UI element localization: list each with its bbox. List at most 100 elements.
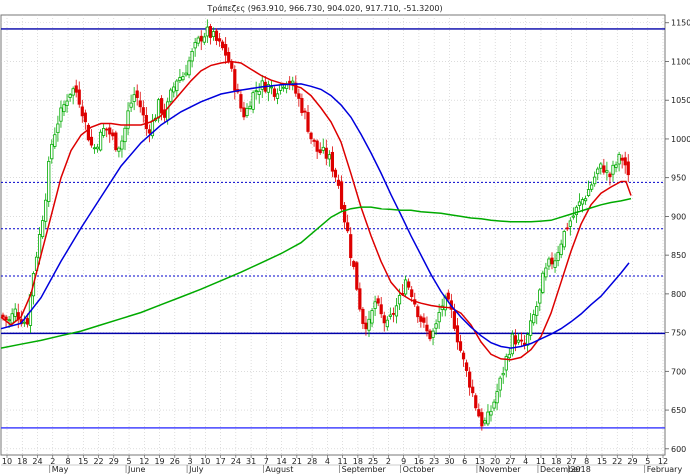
x-tick-label: 11 [536, 457, 546, 466]
candle-up [123, 127, 127, 143]
candle-up [260, 80, 264, 90]
x-month-label: May [52, 465, 69, 474]
x-tick-label: 23 [429, 457, 439, 466]
candle-down [318, 149, 322, 154]
y-tick-label: 1050 [671, 96, 690, 105]
candle-down [379, 304, 383, 315]
candle-up [596, 168, 600, 175]
candle-down [623, 157, 627, 166]
candle-down [86, 124, 90, 141]
y-tick-label: 700 [671, 367, 686, 376]
x-month-label: February [647, 465, 683, 474]
candle-up [583, 198, 588, 202]
x-tick-label: 31 [246, 457, 256, 466]
candle-up [266, 84, 270, 93]
x-tick-label: 5 [126, 457, 131, 466]
x-tick-label: 27 [505, 457, 515, 466]
candle-up [156, 99, 161, 119]
candle-up [13, 308, 17, 317]
x-tick-label: 8 [65, 457, 70, 466]
candle-up [614, 164, 618, 168]
candle-down [220, 41, 225, 49]
candle-up [166, 101, 170, 121]
candle-down [306, 112, 310, 132]
candle-down [208, 26, 212, 38]
x-month-label: July [188, 465, 204, 474]
candle-up [291, 80, 295, 84]
candle-down [349, 234, 353, 259]
candle-up [571, 215, 575, 218]
candle-up [394, 305, 399, 317]
x-tick-label: 8 [584, 457, 589, 466]
candle-down [1, 314, 5, 318]
moving-average-1 [0, 60, 632, 361]
candle-down [315, 140, 319, 152]
candle-down [608, 173, 612, 178]
x-month-label: September [342, 465, 387, 474]
candle-up [44, 199, 48, 222]
y-tick-label: 800 [671, 290, 686, 299]
candle-up [590, 184, 594, 190]
x-tick-label: 7 [264, 457, 269, 466]
candle-up [196, 37, 200, 44]
candle-up [541, 272, 545, 293]
candle-up [431, 330, 435, 338]
x-tick-label: 10 [200, 457, 210, 466]
candle-up [205, 26, 209, 37]
moving-average-3 [0, 197, 632, 349]
candle-up [593, 176, 597, 185]
candle-down [230, 62, 234, 69]
candle-down [141, 107, 145, 116]
candle-down [416, 306, 420, 318]
candle-down [227, 51, 231, 62]
candle-up [489, 410, 493, 416]
chart-title: Τράπεζες (963.910, 966.730, 904.020, 917… [206, 4, 442, 13]
candle-up [327, 154, 331, 160]
candle-up [437, 312, 441, 323]
candle-up [129, 102, 133, 108]
candle-down [224, 44, 228, 56]
candle-up [605, 170, 609, 173]
candle-down [358, 288, 362, 310]
candle-down [355, 262, 359, 290]
y-tick-label: 850 [671, 251, 686, 260]
candle-up [556, 252, 560, 261]
candle-down [303, 110, 307, 113]
candle-down [333, 169, 338, 178]
candle-up [544, 267, 548, 278]
candle-up [65, 100, 69, 106]
candle-down [425, 324, 429, 332]
x-tick-label: 15 [78, 457, 88, 466]
candle-up [251, 92, 255, 110]
candle-up [547, 258, 551, 267]
x-tick-label: 4 [523, 457, 528, 466]
candle-up [117, 147, 121, 152]
candle-up [599, 163, 603, 169]
candle-up [257, 90, 261, 95]
candle-down [74, 85, 78, 93]
candle-up [22, 321, 26, 324]
candle-up [53, 134, 57, 147]
candle-up [574, 206, 579, 216]
x-tick-label: 14 [277, 457, 287, 466]
candle-down [519, 339, 524, 342]
candle-up [102, 128, 106, 136]
candle-down [144, 115, 148, 130]
candle-down [105, 128, 109, 131]
candle-down [339, 181, 344, 210]
candle-down [309, 132, 313, 140]
candle-up [559, 243, 563, 256]
candle-up [95, 146, 100, 150]
candle-up [50, 143, 54, 160]
candle-down [376, 298, 380, 304]
y-tick-label: 1150 [671, 19, 690, 28]
x-tick-label: 12 [658, 457, 668, 466]
candle-down [550, 257, 554, 265]
candle-down [419, 316, 423, 322]
candle-down [391, 313, 396, 315]
candle-up [492, 401, 496, 409]
x-tick-label: 27 [566, 457, 576, 466]
candle-up [434, 323, 438, 329]
candle-up [278, 84, 283, 91]
